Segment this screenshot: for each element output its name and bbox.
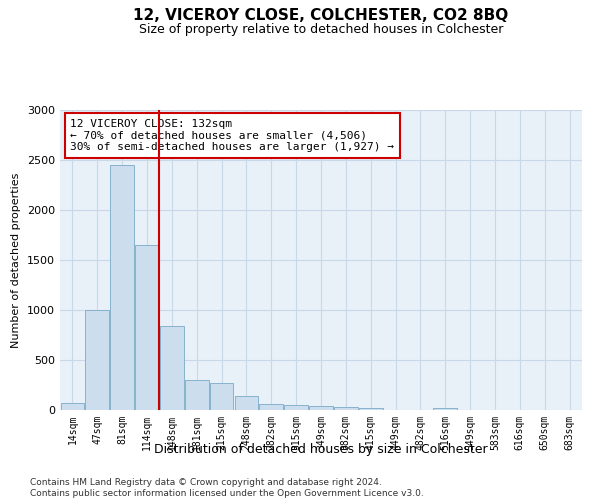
- Bar: [284, 404, 308, 410]
- Bar: [110, 165, 134, 410]
- Text: Distribution of detached houses by size in Colchester: Distribution of detached houses by size …: [154, 442, 488, 456]
- Bar: [135, 245, 159, 410]
- Bar: [433, 408, 457, 410]
- Y-axis label: Number of detached properties: Number of detached properties: [11, 172, 22, 348]
- Text: Contains HM Land Registry data © Crown copyright and database right 2024.
Contai: Contains HM Land Registry data © Crown c…: [30, 478, 424, 498]
- Text: Size of property relative to detached houses in Colchester: Size of property relative to detached ho…: [139, 22, 503, 36]
- Bar: [359, 408, 383, 410]
- Text: 12, VICEROY CLOSE, COLCHESTER, CO2 8BQ: 12, VICEROY CLOSE, COLCHESTER, CO2 8BQ: [133, 8, 509, 22]
- Bar: [210, 383, 233, 410]
- Bar: [334, 407, 358, 410]
- Bar: [235, 396, 258, 410]
- Bar: [61, 402, 84, 410]
- Bar: [309, 406, 333, 410]
- Text: 12 VICEROY CLOSE: 132sqm
← 70% of detached houses are smaller (4,506)
30% of sem: 12 VICEROY CLOSE: 132sqm ← 70% of detach…: [70, 119, 394, 152]
- Bar: [259, 404, 283, 410]
- Bar: [185, 380, 209, 410]
- Bar: [85, 310, 109, 410]
- Bar: [160, 326, 184, 410]
